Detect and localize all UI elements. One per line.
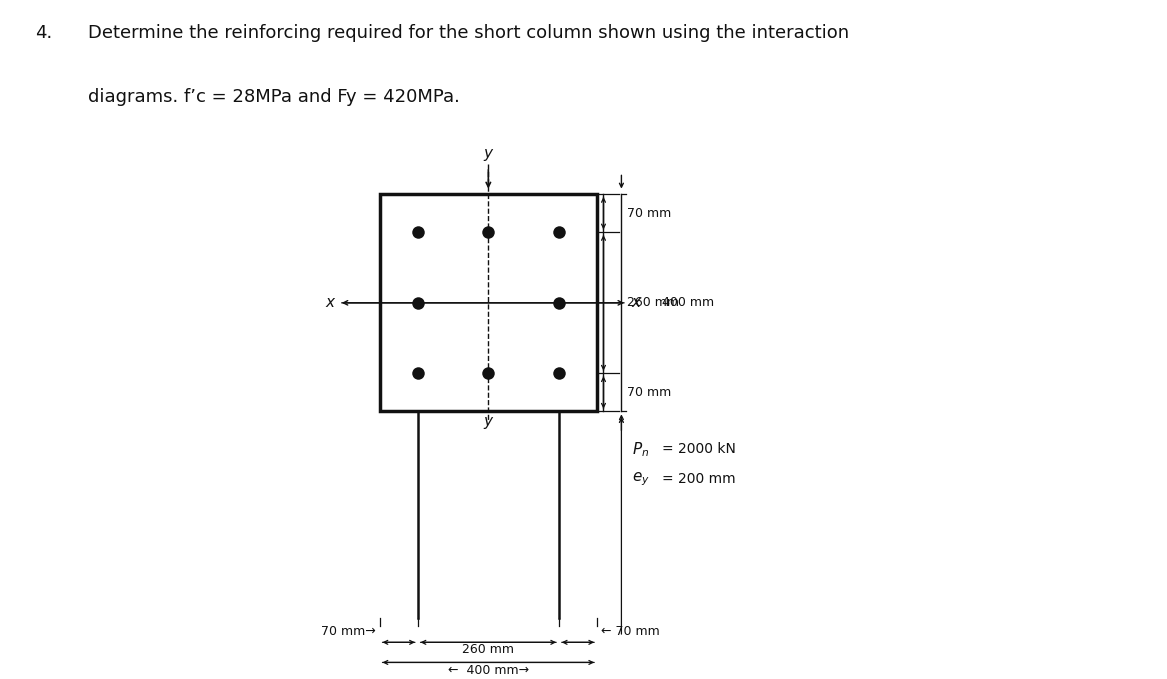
Text: x: x [631,295,641,310]
Text: 70 mm: 70 mm [627,386,671,399]
Text: ←  400 mm→: ← 400 mm→ [448,663,529,676]
Text: 70 mm: 70 mm [627,206,671,220]
Text: 70 mm→: 70 mm→ [321,625,376,638]
Text: Determine the reinforcing required for the short column shown using the interact: Determine the reinforcing required for t… [88,24,848,43]
Text: $P_n$: $P_n$ [633,440,650,459]
Text: y: y [484,414,492,429]
Text: 260 mm: 260 mm [462,644,515,657]
Text: = 200 mm: = 200 mm [662,473,735,486]
Text: ← 70 mm: ← 70 mm [601,625,661,638]
Text: y: y [484,145,492,160]
Bar [379,194,598,411]
Text: diagrams. f’c = 28MPa and Fy = 420MPa.: diagrams. f’c = 28MPa and Fy = 420MPa. [88,88,460,106]
Text: 4.: 4. [35,24,53,43]
Text: 400 mm: 400 mm [662,296,714,310]
Text: 260 mm: 260 mm [627,296,679,310]
Text: x: x [326,295,335,310]
Text: = 2000 kN: = 2000 kN [662,443,736,456]
Text: $e_y$: $e_y$ [633,471,650,488]
